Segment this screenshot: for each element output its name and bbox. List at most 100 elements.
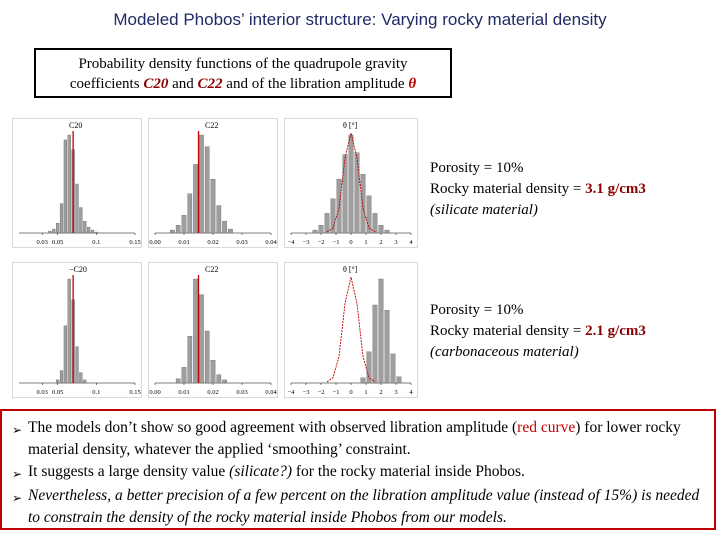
histogram-bar [354, 152, 360, 234]
bullet-1-part-b: ) for lower rocky material density, what… [28, 419, 681, 458]
tick-label: −3 [303, 239, 310, 246]
histogram-bar [210, 359, 216, 384]
histogram-bar [222, 221, 227, 234]
tick-label: 2 [379, 389, 382, 396]
histogram-bar [175, 378, 181, 384]
histogram-panel-c20-row1: C20 0.03 0.05 0.1 0.15 [12, 118, 142, 248]
slide-title: Modeled Phobos’ interior structure: Vary… [113, 10, 607, 29]
tick-label: 0.05 [52, 389, 63, 396]
histogram-bar [199, 134, 204, 234]
description-box: Probability density functions of the qua… [34, 48, 452, 98]
bullet-2-part-b: for the rocky material inside Phobos. [292, 463, 525, 480]
histogram-bar [175, 225, 181, 234]
tick-label: −1 [333, 389, 340, 396]
tick-label: 0.03 [236, 389, 247, 396]
bullet-1-part-a: The models don’t show so good agreement … [28, 419, 518, 436]
panel-title: θ [°] [343, 121, 358, 130]
density-label-row1: Rocky material density = [430, 181, 586, 197]
density-value-row1: 3.1 g/cm3 [585, 181, 646, 197]
histogram-bar [90, 229, 95, 234]
conclusions-box: ➢ The models don’t show so good agreemen… [0, 409, 716, 530]
tick-label: 0.00 [149, 389, 160, 396]
histogram-c20-row1: C20 0.03 0.05 0.1 0.15 [19, 121, 141, 246]
histogram-c20-row2: −C20 0.03 0.05 0.1 0.15 [19, 265, 141, 396]
tick-label: 0.00 [149, 239, 160, 246]
bullet-3-text: Nevertheless, a better precision of a fe… [28, 487, 700, 526]
tick-label: 0.04 [265, 239, 277, 246]
histogram-bar [63, 139, 68, 234]
histogram-bar [199, 294, 204, 384]
c22-symbol: C22 [197, 76, 223, 92]
caption-row1: Porosity = 10% Rocky material density = … [430, 158, 646, 221]
histogram-bar [170, 229, 175, 234]
tick-label: 0.03 [37, 239, 48, 246]
tick-label: 0.03 [236, 239, 247, 246]
histogram-bar [366, 351, 372, 384]
tick-label: 0.01 [178, 239, 189, 246]
red-curve-label: red curve [517, 419, 576, 436]
description-line-1: Probability density functions of the qua… [78, 56, 408, 72]
histogram-panel-theta-row2: θ [°] −4 −3 −2 −1 0 1 2 3 4 [284, 262, 418, 398]
description-and: and [168, 76, 198, 92]
tick-label: −1 [333, 239, 340, 246]
histogram-bar [63, 325, 68, 384]
tick-label: 0.02 [207, 389, 218, 396]
histogram-bar [222, 379, 227, 384]
histogram-bar [348, 134, 354, 234]
histogram-bar [330, 198, 336, 234]
tick-label: 4 [409, 389, 413, 396]
histogram-bar [48, 230, 52, 234]
panel-title: C20 [69, 121, 82, 130]
histogram-bar [87, 226, 91, 234]
tick-label: 0 [349, 239, 352, 246]
histogram-bar [59, 203, 64, 234]
description-mid: and of the libration amplitude [222, 76, 409, 92]
theta-symbol: θ [408, 76, 417, 92]
histogram-bar [56, 379, 60, 384]
histogram-panel-theta-row1: θ [°] −4 −3 −2 −1 0 1 2 3 4 [284, 118, 418, 248]
histogram-bar [384, 229, 390, 234]
material-row1: (silicate material) [430, 202, 538, 218]
tick-label: 0.04 [265, 389, 277, 396]
description-line-2: coefficients C20 and C22 and of the libr… [36, 74, 450, 94]
tick-label: −4 [288, 389, 296, 396]
histogram-bar [59, 370, 64, 384]
density-label-row2: Rocky material density = [430, 323, 586, 339]
histogram-bar [204, 330, 210, 384]
histogram-panel-c22-row2: C22 0.00 0.01 0.02 0.03 0.04 [148, 262, 278, 398]
histogram-theta-row1: θ [°] −4 −3 −2 −1 0 1 2 3 4 [288, 121, 414, 246]
material-row2: (carbonaceous material) [430, 344, 579, 360]
histogram-bar [360, 174, 366, 234]
tick-label: 0.1 [92, 239, 100, 246]
panel-title: −C20 [69, 265, 87, 274]
tick-label: 0.03 [37, 389, 48, 396]
histogram-bar [228, 228, 233, 234]
histogram-bar [378, 225, 384, 234]
tick-label: 0.01 [178, 389, 189, 396]
histogram-bar [181, 215, 187, 234]
histogram-bar [390, 353, 396, 384]
histogram-bar [94, 231, 98, 234]
histogram-c22-row2: C22 0.00 0.01 0.02 0.03 0.04 [149, 265, 277, 396]
arrow-bullet-icon: ➢ [12, 423, 23, 437]
histogram-bar [360, 377, 366, 384]
tick-label: −2 [318, 239, 325, 246]
histogram-bar [75, 346, 79, 384]
porosity-row1: Porosity = 10% [430, 160, 524, 176]
histogram-bar [193, 164, 198, 234]
histogram-bar [83, 221, 87, 234]
caption-row2: Porosity = 10% Rocky material density = … [430, 300, 646, 363]
density-row1: Rocky material density = 3.1 g/cm3 [430, 179, 646, 200]
tick-label: 0 [349, 389, 352, 396]
description-prefix: coefficients [69, 76, 144, 92]
tick-label: −2 [318, 389, 325, 396]
histogram-bar [56, 223, 60, 234]
histogram-bar [366, 195, 372, 234]
histogram-bar [67, 134, 71, 234]
tick-label: −3 [303, 389, 310, 396]
histogram-bar [378, 278, 384, 384]
histogram-bar [187, 193, 193, 234]
tick-label: 4 [409, 239, 413, 246]
histogram-panel-c20-row2: −C20 0.03 0.05 0.1 0.15 [12, 262, 142, 398]
